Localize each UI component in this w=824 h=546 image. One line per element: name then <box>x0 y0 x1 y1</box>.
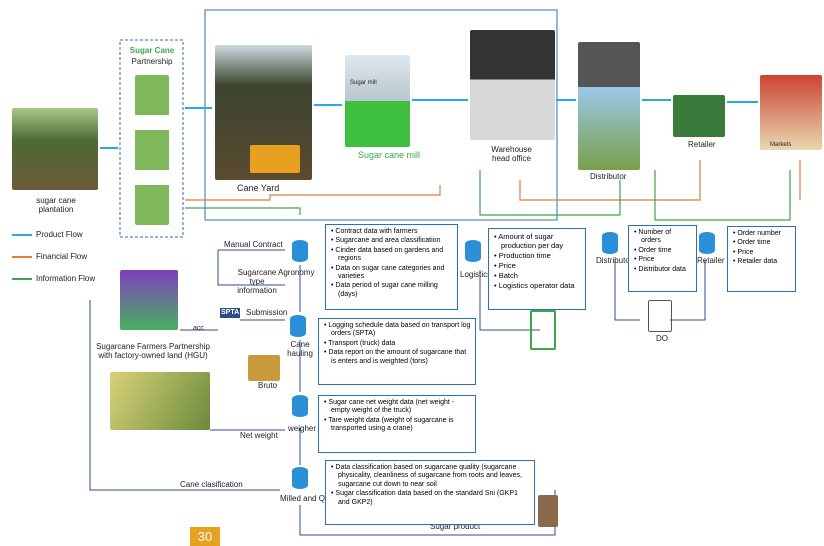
info-item: • Contract data with farmers <box>330 228 453 236</box>
warehouse-label: Warehouse head office <box>484 145 539 163</box>
do-icon <box>648 300 672 332</box>
cane-hauling-box: • Logging schedule data based on transpo… <box>318 318 476 385</box>
info-item: • Retailer data <box>732 258 791 266</box>
warehouse-icon <box>470 30 555 140</box>
info-item: • Data report on the amount of sugarcane… <box>323 349 471 366</box>
bruto-label: Bruto <box>258 381 277 390</box>
type-info: Sugarcane type information <box>232 268 282 296</box>
info-item: • Sugarcane and area classification <box>330 237 453 245</box>
farmer-icons <box>135 75 169 225</box>
distributor-db-label: Distributor <box>596 256 632 265</box>
info-item: • Data on sugar cane categories and vari… <box>330 265 453 282</box>
info-item: • Tare weight data (weight of sugarcane … <box>323 417 471 434</box>
database-icon <box>602 232 618 254</box>
document-icon <box>530 310 556 350</box>
retailer-box: • Order number• Order time • Price• Retai… <box>727 226 796 292</box>
markets-label: Markets <box>770 142 791 149</box>
database-icon <box>292 395 308 417</box>
page-number: 30 <box>190 527 220 546</box>
info-item: • Price <box>732 249 791 257</box>
database-icon <box>465 240 481 262</box>
info-item: • Sugar cane net weight data (net weight… <box>323 399 471 416</box>
sugarcane-photo <box>110 372 210 430</box>
mill-sign: Sugar mill <box>350 80 377 87</box>
info-item: • Cinder data based on gardens and regio… <box>330 247 453 264</box>
database-icon <box>292 467 308 489</box>
info-item: • Data period of sugar cane milling (day… <box>330 282 453 299</box>
database-icon <box>699 232 715 254</box>
info-item: • Price <box>633 256 692 264</box>
plantation-photo <box>12 108 98 190</box>
info-item: • Batch <box>493 271 581 280</box>
weigher-box: • Sugar cane net weight data (net weight… <box>318 395 476 453</box>
cane-hauling-label: Cane hauling <box>286 340 314 358</box>
logistics-label: Logistics <box>460 270 491 279</box>
legend-swatch <box>12 278 32 280</box>
acc-label: acc <box>193 325 204 333</box>
spta-icon: SPTA <box>220 308 240 318</box>
submission: Submission <box>246 308 287 317</box>
agronomy-label: Agronomy <box>278 268 314 277</box>
farmer-computer <box>120 270 178 330</box>
legend-label: Financial Flow <box>36 252 87 261</box>
markets-photo <box>760 75 822 150</box>
info-item: • Transport (truck) data <box>323 340 471 348</box>
farmers-label: Sugarcane Farmers Partnership with facto… <box>88 342 218 360</box>
sugar-sack <box>538 495 558 527</box>
partnership-title: Sugar Cane <box>124 46 180 55</box>
truck-icon <box>248 355 280 381</box>
retailer-label: Retailer <box>688 140 716 149</box>
info-item: • Logistics operator data <box>493 281 581 290</box>
database-icon <box>292 240 308 262</box>
info-item: • Logging schedule data based on transpo… <box>323 322 471 339</box>
retailer-icon <box>673 95 725 137</box>
legend-swatch <box>12 256 32 258</box>
mill-icon <box>345 55 410 147</box>
info-item: • Sugar classification data based on the… <box>330 490 530 507</box>
truck-icon <box>250 145 300 173</box>
partnership-subtitle: Partnership <box>124 57 180 66</box>
distributor-label: Distributor <box>590 172 626 181</box>
weigher-label: weigher <box>288 424 316 433</box>
cane-yard-label: Cane Yard <box>237 183 279 193</box>
net-weight-label: Net weight <box>240 431 278 440</box>
diagram: sugar cane plantation Sugar Cane Partner… <box>0 0 824 546</box>
info-item: • Production time <box>493 251 581 260</box>
legend-label: Information Flow <box>36 274 95 283</box>
info-item: • Distributor data <box>633 266 692 274</box>
legend-label: Product Flow <box>36 230 83 239</box>
plantation-label: sugar cane plantation <box>28 196 84 214</box>
milled-qc-label: Milled and QC <box>280 494 331 503</box>
do-label: DO <box>656 334 668 343</box>
manual-contract: Manual Contract <box>224 240 283 249</box>
distributor-box: • Number of orders• Order time• Price • D… <box>628 225 697 292</box>
database-icon <box>290 315 306 337</box>
distributor-icon <box>578 42 640 170</box>
info-item: • Amount of sugar production per day <box>493 232 581 250</box>
product-flow <box>100 100 758 148</box>
info-item: • Order time <box>732 239 791 247</box>
info-item: • Data classification based on sugarcane… <box>330 464 530 489</box>
info-item: • Number of orders <box>633 229 692 246</box>
agronomy-box: • Contract data with farmers• Sugarcane … <box>325 224 458 310</box>
cane-classification: Cane clasification <box>180 480 243 489</box>
logistics-box: • Amount of sugar production per day• Pr… <box>488 228 586 310</box>
milled-qc-box: • Data classification based on sugarcane… <box>325 460 535 525</box>
retailer-db-label: Retailer <box>697 256 725 265</box>
info-item: • Price <box>493 261 581 270</box>
info-item: • Order time <box>633 247 692 255</box>
mill-label: Sugar cane mill <box>358 150 420 160</box>
info-item: • Order number <box>732 230 791 238</box>
legend-swatch <box>12 234 32 236</box>
